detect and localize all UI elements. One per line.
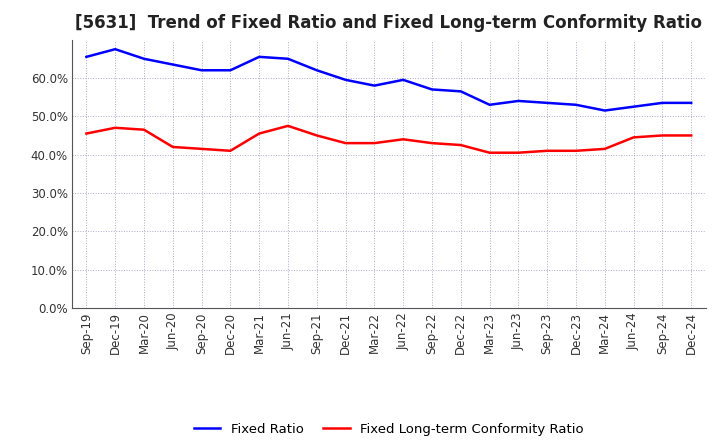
Fixed Long-term Conformity Ratio [572,148,580,154]
Fixed Long-term Conformity Ratio [255,131,264,136]
Fixed Ratio [341,77,350,82]
Legend: Fixed Ratio, Fixed Long-term Conformity Ratio: Fixed Ratio, Fixed Long-term Conformity … [189,418,589,440]
Fixed Long-term Conformity Ratio [82,131,91,136]
Fixed Ratio [168,62,177,67]
Fixed Long-term Conformity Ratio [514,150,523,155]
Fixed Long-term Conformity Ratio [312,133,321,138]
Fixed Long-term Conformity Ratio [456,143,465,148]
Fixed Ratio [456,89,465,94]
Fixed Long-term Conformity Ratio [485,150,494,155]
Fixed Ratio [428,87,436,92]
Fixed Long-term Conformity Ratio [428,140,436,146]
Fixed Ratio [370,83,379,88]
Fixed Long-term Conformity Ratio [687,133,696,138]
Fixed Long-term Conformity Ratio [197,146,206,151]
Line: Fixed Long-term Conformity Ratio: Fixed Long-term Conformity Ratio [86,126,691,153]
Fixed Long-term Conformity Ratio [658,133,667,138]
Title: [5631]  Trend of Fixed Ratio and Fixed Long-term Conformity Ratio: [5631] Trend of Fixed Ratio and Fixed Lo… [76,15,702,33]
Fixed Long-term Conformity Ratio [543,148,552,154]
Fixed Ratio [658,100,667,106]
Fixed Long-term Conformity Ratio [399,137,408,142]
Fixed Ratio [543,100,552,106]
Fixed Long-term Conformity Ratio [111,125,120,130]
Fixed Ratio [485,102,494,107]
Fixed Long-term Conformity Ratio [168,144,177,150]
Fixed Long-term Conformity Ratio [629,135,638,140]
Fixed Long-term Conformity Ratio [600,146,609,151]
Fixed Long-term Conformity Ratio [284,123,292,128]
Fixed Ratio [82,54,91,59]
Fixed Ratio [111,47,120,52]
Fixed Ratio [140,56,148,62]
Fixed Long-term Conformity Ratio [370,140,379,146]
Fixed Long-term Conformity Ratio [140,127,148,132]
Fixed Ratio [312,68,321,73]
Fixed Ratio [629,104,638,109]
Fixed Long-term Conformity Ratio [226,148,235,154]
Fixed Ratio [514,98,523,103]
Fixed Ratio [687,100,696,106]
Fixed Long-term Conformity Ratio [341,140,350,146]
Fixed Ratio [572,102,580,107]
Fixed Ratio [226,68,235,73]
Fixed Ratio [255,54,264,59]
Fixed Ratio [399,77,408,82]
Fixed Ratio [284,56,292,62]
Fixed Ratio [197,68,206,73]
Line: Fixed Ratio: Fixed Ratio [86,49,691,110]
Fixed Ratio [600,108,609,113]
